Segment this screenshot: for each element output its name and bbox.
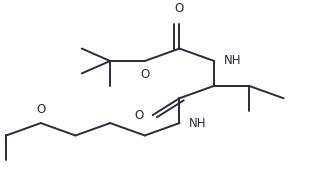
Text: O: O bbox=[175, 2, 184, 15]
Text: NH: NH bbox=[224, 54, 241, 67]
Text: O: O bbox=[36, 103, 45, 116]
Text: O: O bbox=[140, 68, 149, 81]
Text: O: O bbox=[134, 109, 143, 122]
Text: NH: NH bbox=[189, 117, 206, 129]
